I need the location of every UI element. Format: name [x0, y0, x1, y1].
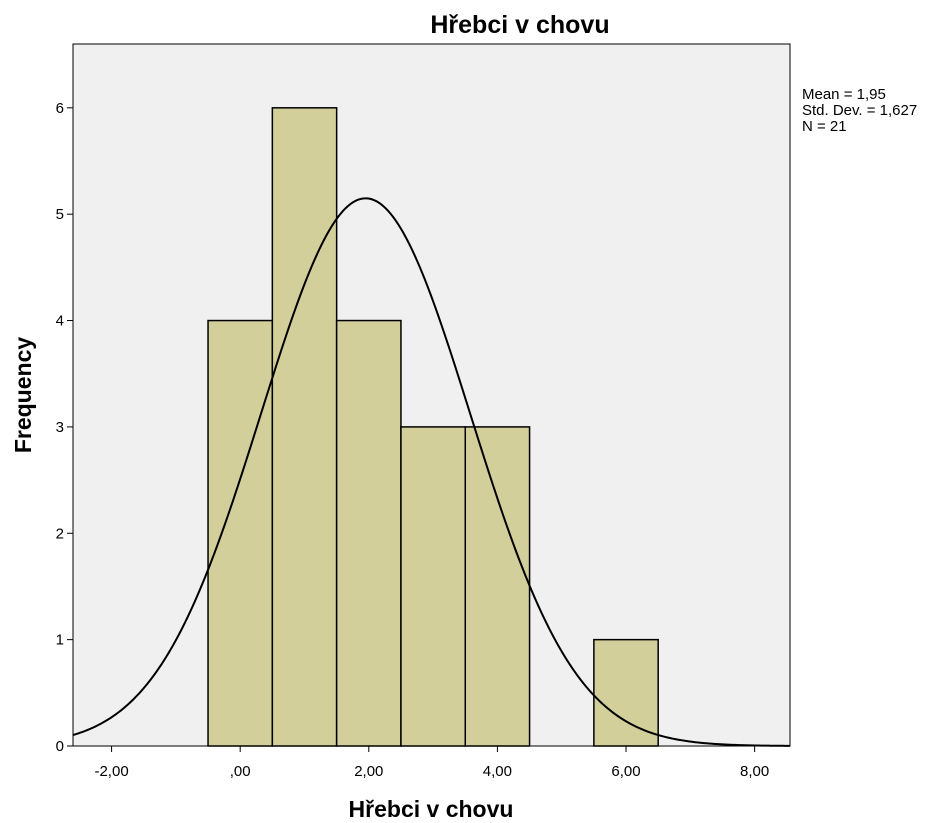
- plot-frame: [72, 43, 791, 747]
- histogram-bars: [207, 107, 659, 747]
- y-axis: 0 1 2 3 4 5 6: [56, 100, 73, 755]
- y-tick-label: 5: [56, 206, 64, 223]
- stats-line: Mean = 1,95: [802, 86, 886, 103]
- x-tick-label: 6,00: [611, 763, 640, 780]
- x-tick-label: 4,00: [483, 763, 512, 780]
- x-axis-title: Hřebci v chovu: [349, 796, 514, 822]
- y-axis-title: Frequency: [10, 337, 36, 454]
- normal-curve: [72, 197, 791, 747]
- histogram-bar: [271, 107, 338, 747]
- chart-title: Hřebci v chovu: [430, 11, 609, 39]
- y-tick-label: 6: [56, 100, 64, 117]
- y-tick-label: 1: [56, 632, 64, 649]
- y-tick-label: 2: [56, 525, 64, 542]
- stats-line: N = 21: [802, 118, 847, 135]
- x-tick-label: 2,00: [354, 763, 383, 780]
- histogram-bar: [207, 319, 274, 747]
- x-tick-label: 8,00: [740, 763, 769, 780]
- x-tick-label: ,00: [230, 763, 251, 780]
- y-tick-label: 3: [56, 419, 64, 436]
- histogram-bar: [593, 638, 659, 747]
- x-axis: -2,00 ,00 2,00 4,00 6,00 8,00: [94, 746, 769, 780]
- histogram-bar: [464, 426, 531, 747]
- x-tick-label: -2,00: [94, 763, 128, 780]
- histogram-bar: [335, 319, 402, 747]
- stats-line: Std. Dev. = 1,627: [802, 102, 917, 119]
- y-tick-label: 0: [56, 738, 64, 755]
- histogram-bar: [400, 426, 467, 747]
- y-tick-label: 4: [56, 313, 64, 330]
